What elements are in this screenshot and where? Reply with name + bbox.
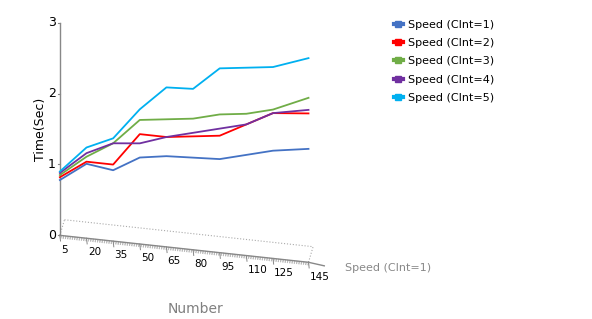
Text: 20: 20 xyxy=(88,248,101,257)
Text: 2: 2 xyxy=(48,87,56,100)
Text: Number: Number xyxy=(168,302,223,316)
Text: 125: 125 xyxy=(274,268,294,278)
Text: 35: 35 xyxy=(114,250,128,260)
Text: 0: 0 xyxy=(48,229,56,242)
Text: 1: 1 xyxy=(48,158,56,171)
Text: Speed (CInt=1): Speed (CInt=1) xyxy=(345,263,431,273)
Text: 95: 95 xyxy=(221,262,234,272)
Text: 80: 80 xyxy=(194,259,208,269)
Text: 3: 3 xyxy=(48,16,56,29)
Legend: Speed (CInt=1), Speed (CInt=2), Speed (CInt=3), Speed (CInt=4), Speed (CInt=5): Speed (CInt=1), Speed (CInt=2), Speed (C… xyxy=(394,19,494,103)
Text: 5: 5 xyxy=(61,245,68,255)
Text: 110: 110 xyxy=(247,265,268,275)
Text: 145: 145 xyxy=(310,271,330,281)
Text: Time(Sec): Time(Sec) xyxy=(34,97,47,161)
Text: 65: 65 xyxy=(168,256,181,266)
Text: 50: 50 xyxy=(141,253,155,263)
